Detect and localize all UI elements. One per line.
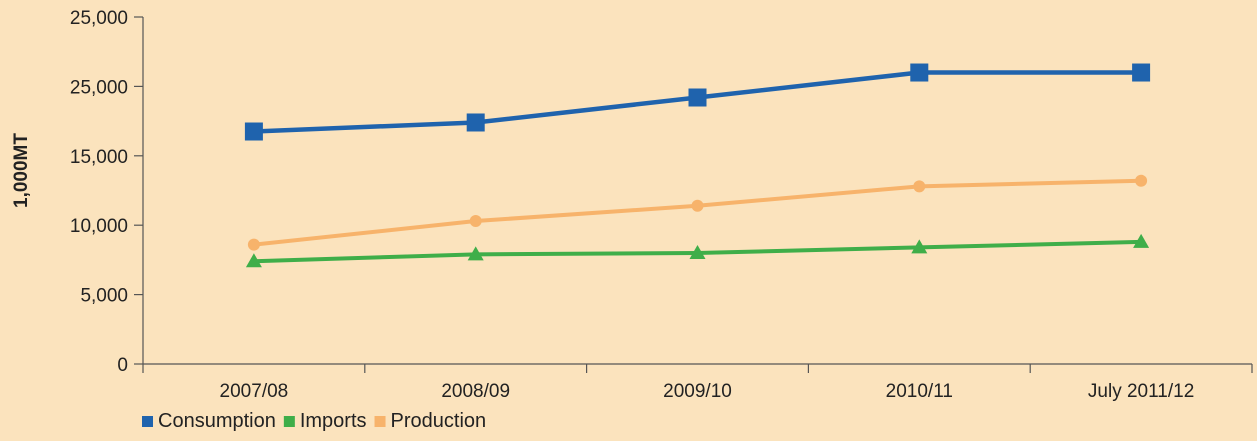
- data-point-imports: [467, 246, 484, 261]
- x-tick-label: 2007/08: [220, 381, 289, 402]
- y-tick-label: 5,000: [80, 286, 128, 307]
- x-tick-label: 2008/09: [441, 381, 510, 402]
- data-point-production: [913, 180, 926, 193]
- legend-swatch-consumption: [142, 416, 153, 427]
- legend-label-imports: Imports: [300, 410, 367, 432]
- y-tick-label: 25,000: [70, 8, 128, 29]
- y-tick-label: 15,000: [70, 147, 128, 168]
- series-layer: [244, 63, 1151, 268]
- data-point-imports: [245, 253, 262, 268]
- data-point-production: [469, 215, 482, 228]
- data-point-imports: [1133, 233, 1150, 248]
- x-tick-label: 2009/10: [663, 381, 732, 402]
- data-point-consumption: [244, 122, 263, 141]
- x-tick-label: 2010/11: [886, 381, 953, 402]
- data-point-production: [247, 238, 260, 251]
- y-tick-label: 10,000: [70, 216, 128, 237]
- data-point-consumption: [688, 88, 707, 107]
- legend-label-production: Production: [391, 410, 487, 432]
- data-point-imports: [911, 239, 928, 254]
- x-tick-label: July 2011/12: [1088, 381, 1194, 402]
- data-point-imports: [689, 244, 706, 259]
- legend-swatch-production: [374, 416, 386, 427]
- series-line-production: [253, 178, 1142, 247]
- data-point-production: [1135, 174, 1148, 187]
- legend: Consumption Imports Production: [142, 410, 486, 432]
- y-axis-title: 1,000MT: [11, 133, 32, 208]
- y-tick-label: 0: [117, 355, 128, 376]
- legend-swatch-imports: [283, 416, 295, 427]
- data-point-production: [691, 199, 704, 212]
- data-point-consumption: [910, 63, 929, 82]
- data-point-consumption: [1132, 63, 1151, 82]
- data-point-consumption: [466, 113, 485, 132]
- legend-label-consumption: Consumption: [158, 410, 276, 432]
- axes: 0 5,000 10,000 15,000 25,000 25,000 2007/08 200…: [11, 8, 1253, 402]
- y-tick-label: 25,000: [70, 77, 128, 98]
